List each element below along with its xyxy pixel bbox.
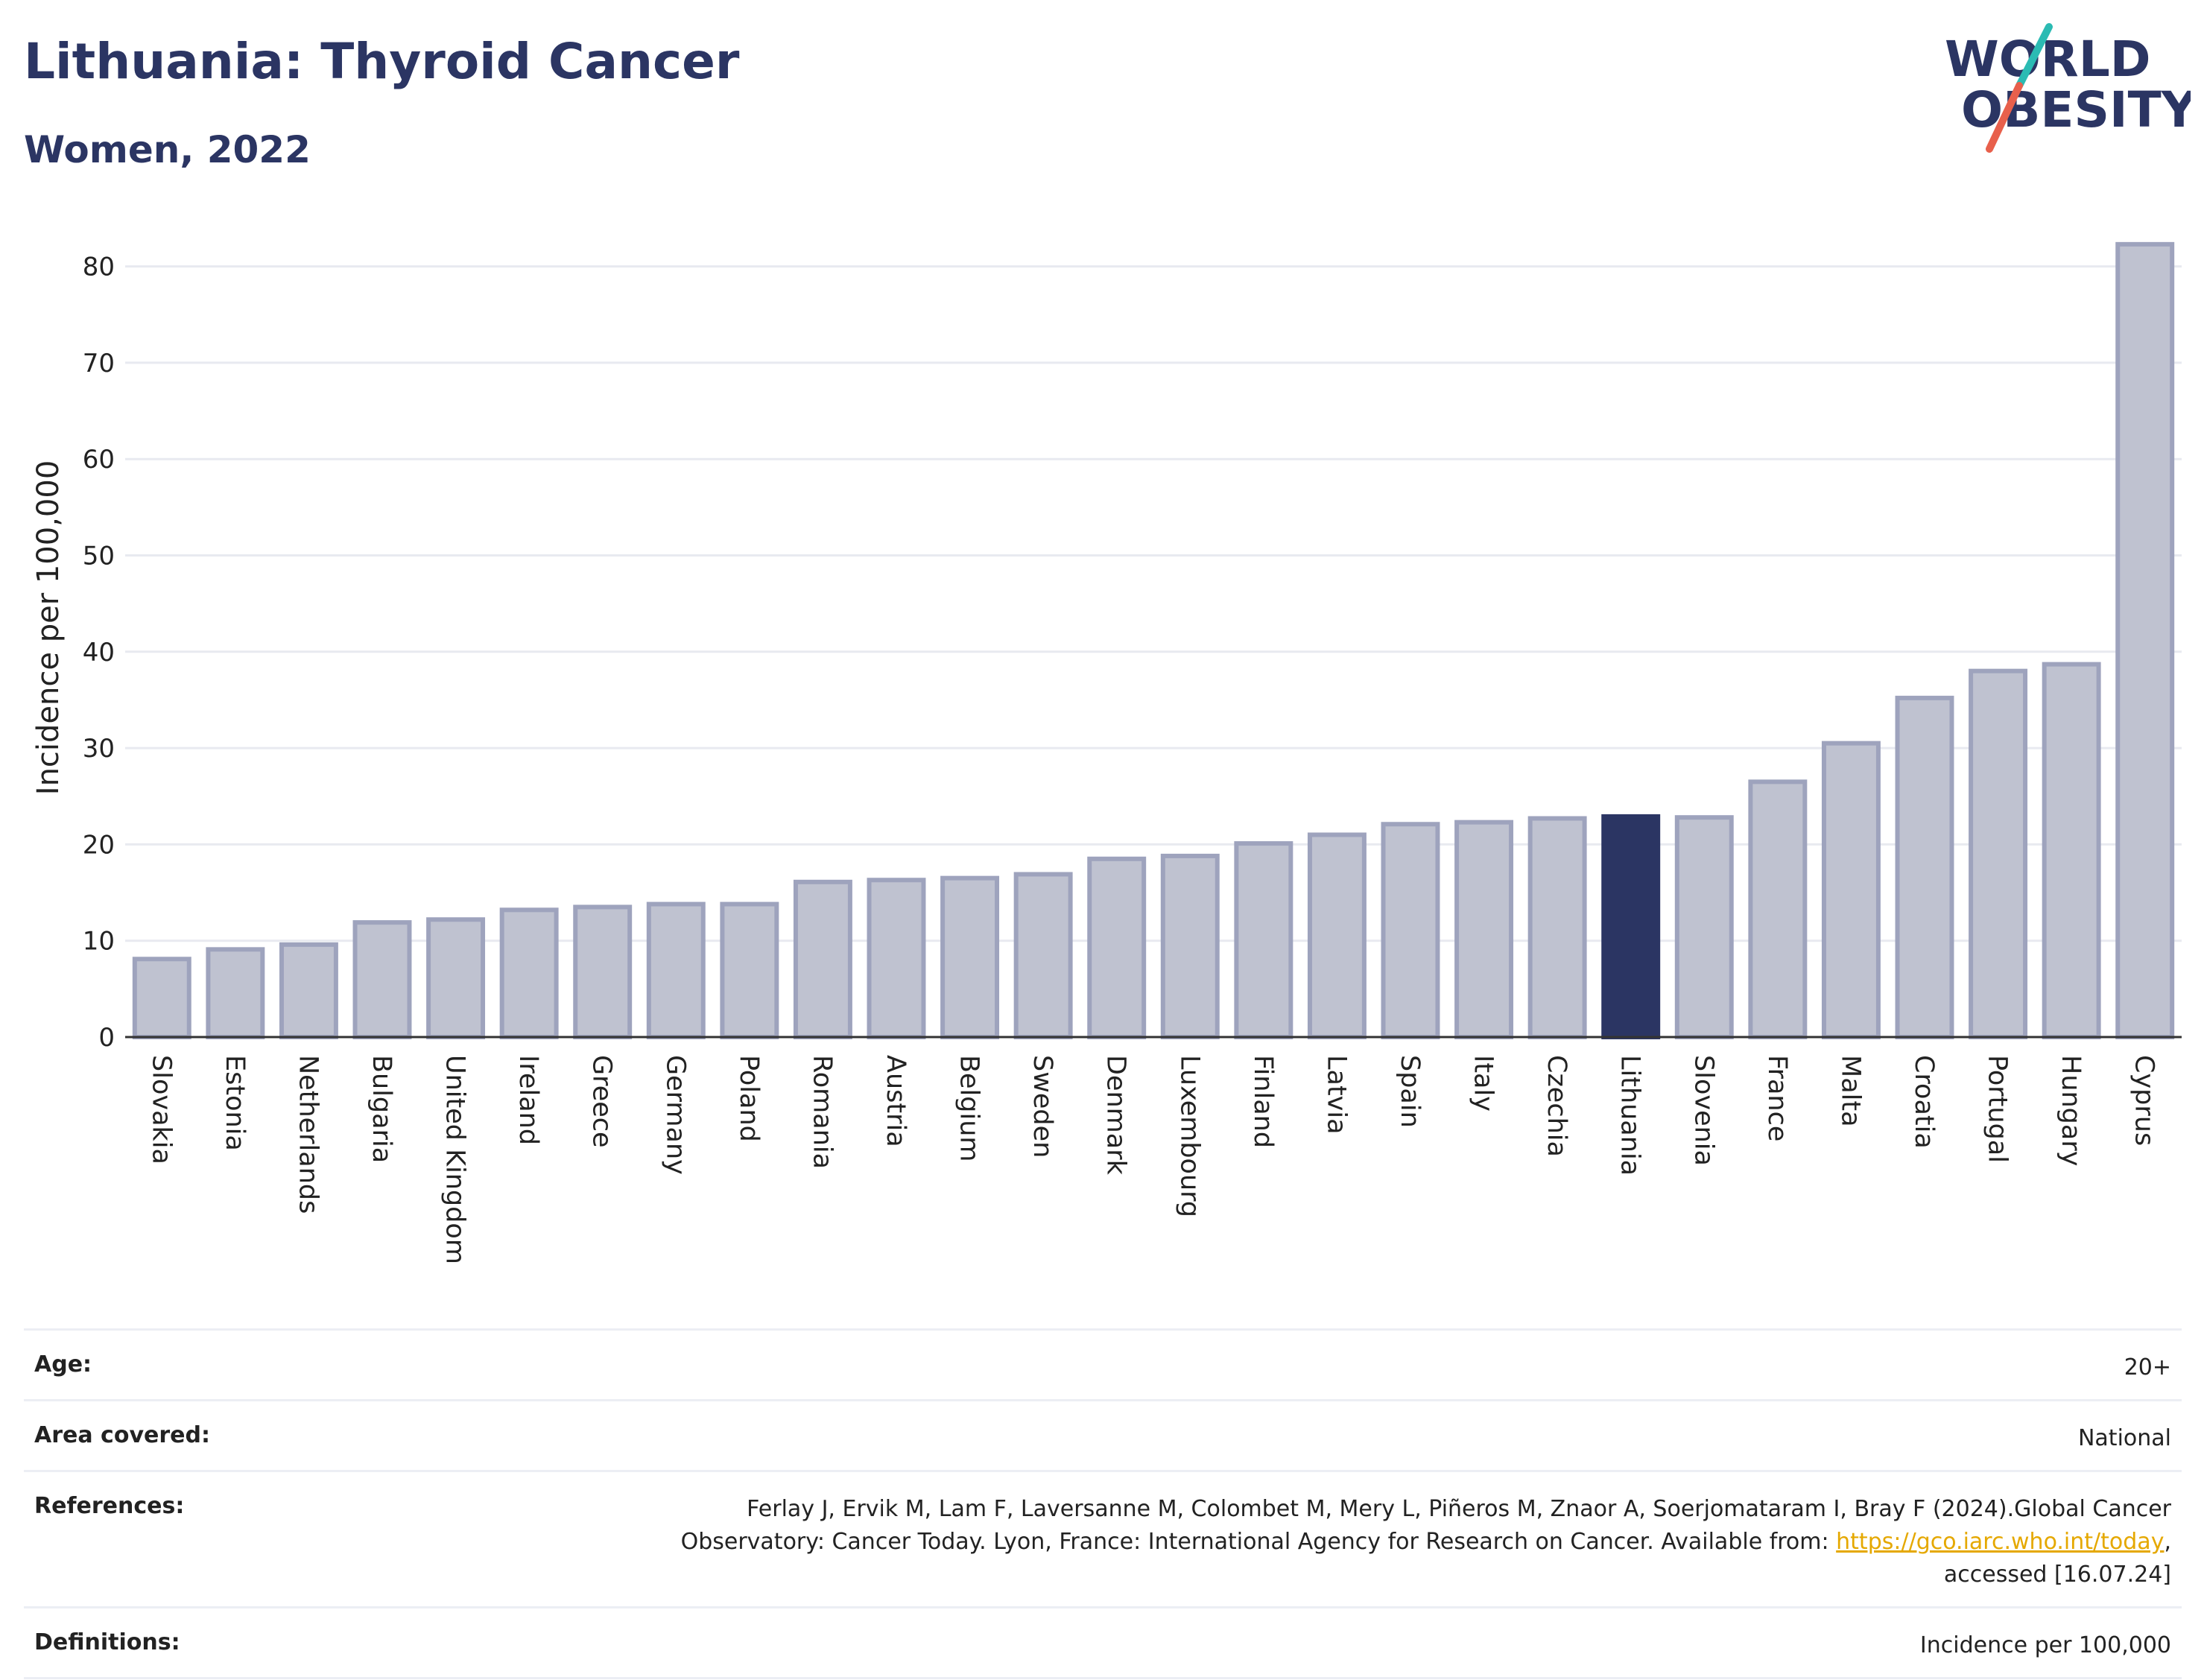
x-category-label: Belgium bbox=[954, 1055, 984, 1162]
info-row-references: References: Ferlay J, Ervik M, Lam F, La… bbox=[24, 1470, 2182, 1606]
y-tick-label: 10 bbox=[83, 927, 115, 957]
bar-germany bbox=[646, 901, 706, 1040]
bar-slovakia bbox=[132, 957, 191, 1039]
info-row-area: Area covered: National bbox=[24, 1399, 2182, 1470]
bar-finland bbox=[1234, 841, 1293, 1040]
x-category-label: France bbox=[1762, 1055, 1792, 1141]
bar-france bbox=[1748, 779, 1808, 1039]
logo-slash-bottom bbox=[1986, 82, 2023, 153]
x-category-label: Ireland bbox=[513, 1055, 543, 1145]
references-label: References: bbox=[34, 1493, 185, 1519]
bar-hungary bbox=[2042, 662, 2101, 1039]
x-category-label: Finland bbox=[1248, 1055, 1278, 1148]
bar-slovenia bbox=[1674, 815, 1734, 1040]
x-category-label: Lithuania bbox=[1615, 1055, 1645, 1176]
bar-latvia bbox=[1307, 832, 1367, 1039]
x-category-label: Sweden bbox=[1027, 1055, 1057, 1158]
chart-subtitle: Women, 2022 bbox=[24, 128, 311, 171]
x-category-label: United Kingdom bbox=[440, 1055, 470, 1264]
x-category-label: Germany bbox=[660, 1055, 690, 1175]
y-tick-label: 20 bbox=[83, 830, 115, 860]
x-category-label: Portugal bbox=[1983, 1055, 2013, 1163]
x-category-label: Croatia bbox=[1909, 1055, 1939, 1149]
bar-belgium bbox=[940, 875, 1000, 1040]
bar-estonia bbox=[206, 947, 265, 1040]
bar-italy bbox=[1454, 820, 1514, 1039]
bar-croatia bbox=[1895, 695, 1954, 1039]
info-table: Age: 20+ Area covered: National Referenc… bbox=[24, 1328, 2182, 1679]
references-value: Ferlay J, Ervik M, Lam F, Laversanne M, … bbox=[681, 1493, 2171, 1591]
world-obesity-logo: WORLD OBESITY bbox=[1945, 23, 2191, 153]
references-text-2: Observatory: Cancer Today. Lyon, France:… bbox=[680, 1529, 1837, 1555]
bar-malta bbox=[1821, 741, 1881, 1039]
y-tick-label: 70 bbox=[83, 349, 115, 378]
logo-slash-top bbox=[2015, 23, 2053, 89]
bar-poland bbox=[720, 901, 779, 1040]
references-link[interactable]: https://gco.iarc.who.int/today bbox=[1836, 1529, 2165, 1555]
x-category-label: Romania bbox=[807, 1055, 837, 1169]
x-category-label: Hungary bbox=[2056, 1055, 2086, 1166]
y-tick-label: 30 bbox=[83, 734, 115, 764]
bar-denmark bbox=[1087, 856, 1147, 1040]
x-category-label: Slovakia bbox=[146, 1055, 176, 1164]
x-category-label: Netherlands bbox=[293, 1055, 323, 1214]
bar-bulgaria bbox=[352, 920, 412, 1040]
y-tick-label: 80 bbox=[83, 253, 115, 282]
references-text-4: accessed [16.07.24] bbox=[1943, 1562, 2171, 1588]
bar-cyprus bbox=[2115, 241, 2175, 1040]
x-category-label: Bulgaria bbox=[367, 1055, 396, 1163]
bar-greece bbox=[573, 904, 633, 1039]
x-category-label: Estonia bbox=[220, 1055, 250, 1151]
age-value: 20+ bbox=[2124, 1354, 2171, 1381]
bar-spain bbox=[1381, 822, 1440, 1039]
bar-ireland bbox=[499, 907, 559, 1039]
x-category-label: Greece bbox=[587, 1055, 617, 1148]
bar-czechia bbox=[1527, 816, 1587, 1039]
bar-austria bbox=[867, 878, 926, 1039]
x-category-label: Luxembourg bbox=[1174, 1055, 1204, 1217]
y-tick-label: 0 bbox=[98, 1023, 115, 1053]
x-category-label: Poland bbox=[734, 1055, 764, 1142]
bars bbox=[132, 241, 2175, 1040]
definitions-label: Definitions: bbox=[34, 1629, 180, 1655]
references-text-3: , bbox=[2164, 1529, 2171, 1555]
y-tick-label: 50 bbox=[83, 542, 115, 571]
area-value: National bbox=[2077, 1425, 2171, 1451]
x-category-label: Spain bbox=[1395, 1055, 1425, 1128]
y-tick-label: 40 bbox=[83, 638, 115, 668]
bar-lithuania bbox=[1601, 814, 1661, 1039]
info-row-definitions: Definitions: Incidence per 100,000 bbox=[24, 1606, 2182, 1679]
x-category-label: Austria bbox=[881, 1055, 911, 1147]
x-category-label: Slovenia bbox=[1688, 1055, 1718, 1166]
age-label: Age: bbox=[34, 1351, 92, 1378]
x-category-label: Italy bbox=[1469, 1055, 1498, 1112]
chart-title: Lithuania: Thyroid Cancer bbox=[24, 33, 740, 90]
bar-romania bbox=[793, 879, 852, 1040]
logo-line-world: WORLD bbox=[1945, 31, 2151, 88]
bar-united-kingdom bbox=[426, 917, 486, 1040]
x-category-label: Denmark bbox=[1101, 1055, 1131, 1176]
x-category-label: Czechia bbox=[1542, 1055, 1571, 1157]
y-axis-ticks: 0 10 20 30 40 50 60 70 80 bbox=[83, 253, 115, 1053]
x-category-label: Malta bbox=[1835, 1055, 1865, 1127]
x-category-label: Latvia bbox=[1321, 1055, 1351, 1135]
bar-sweden bbox=[1013, 872, 1073, 1040]
references-text-1: Ferlay J, Ervik M, Lam F, Laversanne M, … bbox=[747, 1496, 2171, 1522]
bar-portugal bbox=[1969, 668, 2028, 1039]
bar-netherlands bbox=[279, 942, 338, 1039]
bar-chart: 0 10 20 30 40 50 60 70 80 Slovakia Estonia Netherl… bbox=[31, 241, 2182, 1264]
definitions-value: Incidence per 100,000 bbox=[1919, 1632, 2171, 1658]
y-tick-label: 60 bbox=[83, 445, 115, 475]
area-label: Area covered: bbox=[34, 1422, 210, 1448]
x-axis-categories: Slovakia Estonia Netherlands Bulgaria United… bbox=[146, 1055, 2159, 1264]
x-category-label: Cyprus bbox=[2129, 1055, 2159, 1146]
y-axis-label: Incidence per 100,000 bbox=[31, 460, 66, 796]
bar-luxembourg bbox=[1160, 853, 1220, 1040]
info-row-age: Age: 20+ bbox=[24, 1328, 2182, 1399]
